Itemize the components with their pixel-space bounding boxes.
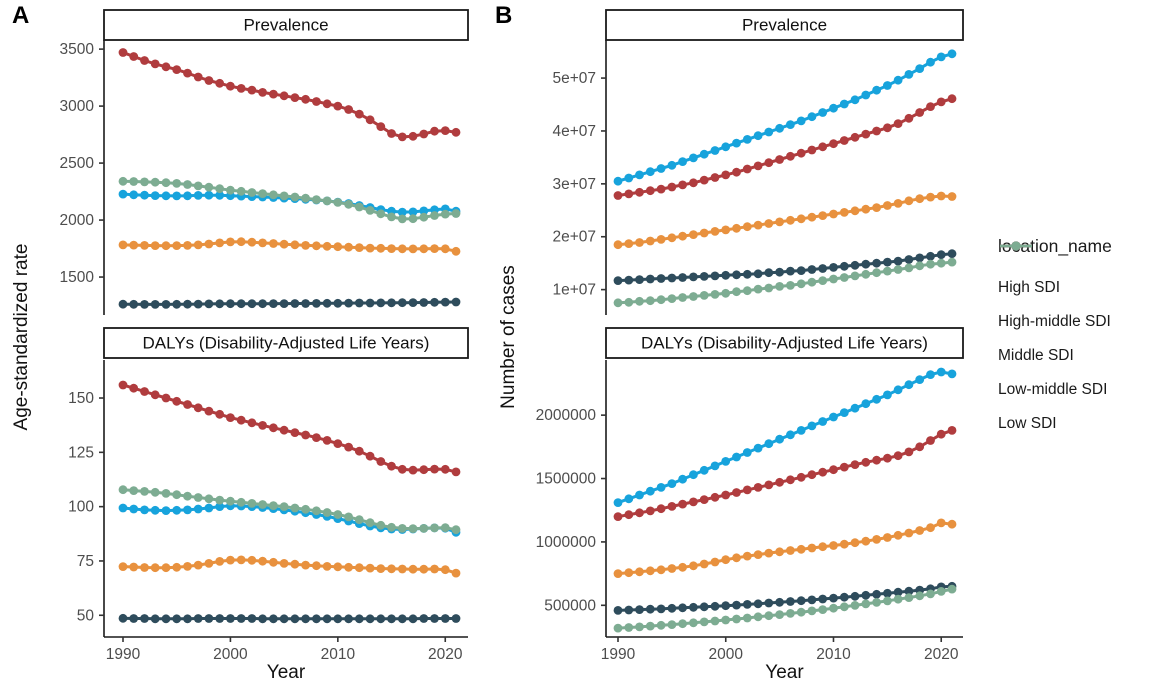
legend-items: High SDI High-middle SDI Middle SDI Low-mid… xyxy=(998,241,1170,441)
svg-text:1e+07: 1e+07 xyxy=(552,282,596,299)
svg-text:1990: 1990 xyxy=(106,646,141,663)
strip-b-dalys: DALYs (Disability-Adjusted Life Years) xyxy=(605,327,964,359)
panel-a-dalys: DALYs (Disability-Adjusted Life Years) 50… xyxy=(68,327,469,663)
legend-item-label: Low-middle SDI xyxy=(998,381,1108,398)
panel-b-prevalence: Prevalence 1e+07 2e+07 3e+07 4e+07 5e+07 xyxy=(552,9,964,315)
series-high-middle-sdi xyxy=(613,191,957,250)
svg-text:3500: 3500 xyxy=(60,41,95,58)
series-low-middle-sdi xyxy=(118,48,461,142)
svg-text:DALYs (Disability-Adjusted Lif: DALYs (Disability-Adjusted Life Years) xyxy=(641,334,928,353)
series-high-sdi xyxy=(613,581,957,615)
legend-item-label: Middle SDI xyxy=(998,347,1074,364)
series-high-sdi xyxy=(118,613,461,624)
legend-title: location_name xyxy=(998,236,1112,256)
legend-item-low-sdi: Low SDI xyxy=(998,241,1170,441)
y-axis-title-a: Age-standardized rate xyxy=(11,243,32,431)
svg-text:2e+07: 2e+07 xyxy=(552,229,596,246)
svg-text:2000: 2000 xyxy=(60,212,95,229)
strip-a-dalys: DALYs (Disability-Adjusted Life Years) xyxy=(103,327,469,359)
legend-item-label: High SDI xyxy=(998,279,1061,296)
svg-text:75: 75 xyxy=(77,553,94,570)
svg-text:1500: 1500 xyxy=(60,269,95,286)
svg-text:2020: 2020 xyxy=(428,646,463,663)
y-axis-a-prevalence: 1500 2000 2500 3000 3500 xyxy=(60,40,105,315)
svg-text:2000: 2000 xyxy=(213,646,248,663)
series-low-sdi xyxy=(118,485,461,535)
svg-text:2020: 2020 xyxy=(924,646,959,663)
panel-a-prevalence: Prevalence 1500 2000 2500 3000 3500 xyxy=(60,9,469,315)
y-axis-b-prevalence: 1e+07 2e+07 3e+07 4e+07 5e+07 xyxy=(552,40,607,315)
svg-text:2500: 2500 xyxy=(60,155,95,172)
legend-item-label: Low SDI xyxy=(998,415,1057,432)
svg-text:5e+07: 5e+07 xyxy=(552,70,596,87)
svg-text:100: 100 xyxy=(68,499,94,516)
svg-text:2010: 2010 xyxy=(321,646,356,663)
legend-item-middle-sdi: Middle SDI xyxy=(998,241,1170,373)
y-axis-b-dalys: 500000 1000000 1500000 2000000 xyxy=(536,360,607,637)
svg-text:3e+07: 3e+07 xyxy=(552,176,596,193)
series-low-middle-sdi xyxy=(613,94,957,200)
series-high-sdi xyxy=(118,297,461,309)
panel-a-label: A xyxy=(12,2,30,29)
series-low-sdi xyxy=(118,176,461,224)
x-axis-b-dalys: 1990 2000 2010 2020 xyxy=(601,636,963,663)
series-low-sdi xyxy=(613,584,957,633)
svg-text:2000: 2000 xyxy=(708,646,743,663)
x-axis-title-b: Year xyxy=(765,662,804,683)
svg-text:Prevalence: Prevalence xyxy=(742,16,827,35)
series-low-middle-sdi xyxy=(613,426,957,521)
series-middle-sdi xyxy=(118,189,461,217)
panel-b-dalys: DALYs (Disability-Adjusted Life Years) 50… xyxy=(536,327,964,663)
svg-text:DALYs (Disability-Adjusted Lif: DALYs (Disability-Adjusted Life Years) xyxy=(143,334,430,353)
legend: location_name High SDI High-middle SDI Mid… xyxy=(998,236,1170,441)
legend-item-high-sdi: High SDI xyxy=(998,241,1170,305)
svg-text:3000: 3000 xyxy=(60,98,95,115)
series-high-middle-sdi xyxy=(118,555,461,578)
svg-text:50: 50 xyxy=(77,607,95,624)
svg-text:150: 150 xyxy=(68,390,94,407)
series-high-middle-sdi xyxy=(613,518,957,578)
series-high-middle-sdi xyxy=(118,237,461,256)
series-low-sdi xyxy=(613,257,957,308)
svg-text:4e+07: 4e+07 xyxy=(552,123,596,140)
x-axis-a-dalys: 1990 2000 2010 2020 xyxy=(104,636,468,663)
legend-item-low-middle-sdi: Low-middle SDI xyxy=(998,241,1170,407)
y-axis-a-dalys: 50 75 100 125 150 xyxy=(68,360,105,637)
svg-text:1500000: 1500000 xyxy=(536,471,597,488)
svg-text:2010: 2010 xyxy=(816,646,851,663)
legend-item-high-middle-sdi: High-middle SDI xyxy=(998,241,1170,339)
svg-text:2000000: 2000000 xyxy=(536,407,597,424)
series-middle-sdi xyxy=(613,367,957,507)
svg-text:125: 125 xyxy=(68,444,94,461)
svg-text:1990: 1990 xyxy=(601,646,636,663)
legend-key-icon xyxy=(1000,241,1032,251)
svg-text:500000: 500000 xyxy=(544,597,596,614)
series-middle-sdi xyxy=(613,49,957,186)
legend-item-label: High-middle SDI xyxy=(998,313,1111,330)
svg-text:Prevalence: Prevalence xyxy=(243,16,328,35)
panel-b-label: B xyxy=(495,2,513,29)
strip-a-prevalence: Prevalence xyxy=(103,9,469,41)
series-high-sdi xyxy=(613,249,957,285)
x-axis-title-a: Year xyxy=(266,662,306,683)
svg-text:1000000: 1000000 xyxy=(536,534,597,551)
strip-b-prevalence: Prevalence xyxy=(605,9,964,41)
series-low-middle-sdi xyxy=(118,380,461,477)
y-axis-title-b: Number of cases xyxy=(498,265,519,409)
